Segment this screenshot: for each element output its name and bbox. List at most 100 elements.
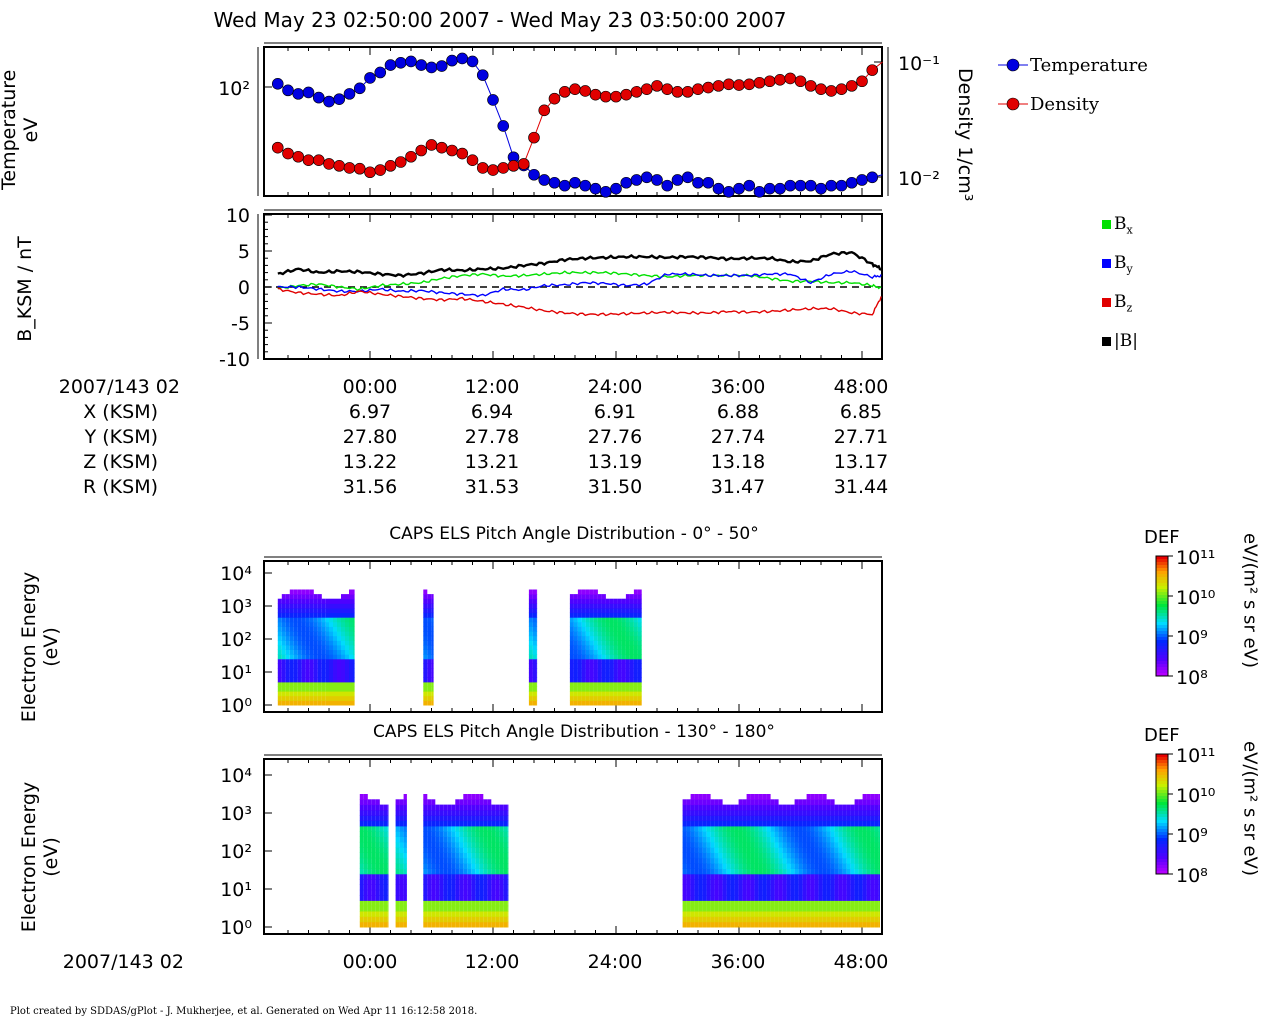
spectrogram-cell	[435, 857, 440, 864]
spectrogram-cell	[427, 677, 432, 683]
spectrogram-cell	[782, 815, 787, 822]
spectrogram-cell	[734, 841, 739, 848]
spectrogram-cell	[297, 658, 302, 664]
spectrogram-cell	[499, 852, 504, 859]
spectrogram-cell	[329, 635, 333, 641]
spectrogram-cell	[846, 857, 851, 864]
spectrogram-cell	[774, 911, 779, 917]
spectrogram-cell	[686, 900, 691, 907]
eph-tick-2: 24:00	[587, 376, 643, 398]
spectrogram-cell	[333, 658, 337, 664]
spectrogram-cell	[467, 868, 472, 875]
spectrogram-cell	[289, 608, 294, 614]
spectrogram-cell	[431, 603, 434, 609]
spectrogram-cell	[577, 617, 582, 623]
colorbar-swatch	[1156, 850, 1168, 854]
spectrogram-cell	[782, 921, 787, 928]
spectrogram-cell	[589, 654, 594, 660]
spectrogram-cell	[371, 836, 376, 843]
spectrogram-cell	[475, 921, 480, 928]
spectrogram-cell	[621, 700, 626, 706]
spectrogram-cell	[353, 617, 355, 623]
spectrogram-cell	[778, 900, 783, 907]
spectrogram-cell	[822, 841, 827, 848]
spectrogram-cell	[313, 598, 318, 604]
spectrogram-cell	[585, 700, 590, 706]
spectrogram-cell	[487, 815, 492, 822]
spectrogram-cell	[766, 863, 771, 869]
spectrogram-cell	[830, 900, 835, 907]
spectrogram-2-frame	[263, 560, 883, 713]
spectrogram-cell	[439, 847, 444, 853]
spectrogram-cell	[605, 691, 610, 697]
spectrogram-cell	[874, 852, 879, 859]
spectrogram-cell	[782, 836, 787, 843]
spectrogram-cell	[593, 603, 598, 609]
spectrogram-cell	[395, 863, 400, 869]
spectrogram-cell	[814, 921, 819, 928]
spectrogram-cell	[301, 691, 306, 697]
spectrogram-cell	[281, 681, 286, 687]
colorbar-swatch	[1156, 592, 1168, 596]
spectrogram-cell	[427, 905, 432, 912]
spectrogram-cell	[507, 884, 509, 891]
spectrogram-cell	[289, 658, 294, 664]
spectrogram-cell	[375, 810, 380, 816]
spectrogram-cell	[528, 644, 533, 650]
spectrogram-cell	[798, 831, 803, 837]
spectrogram-cell	[806, 815, 811, 822]
spectrogram-cell	[309, 621, 314, 627]
spectrogram-cell	[834, 900, 839, 907]
density-point	[323, 158, 335, 170]
spectrogram-cell	[870, 825, 875, 832]
spectrogram-cell	[794, 905, 799, 912]
spectrogram-cell	[854, 884, 859, 891]
spectrogram-cell	[878, 831, 880, 837]
spectrogram-cell	[625, 635, 630, 641]
spectrogram-cell	[305, 594, 310, 600]
density-point	[835, 83, 848, 96]
spectrogram-cell	[637, 603, 642, 609]
spectrogram-cell	[277, 691, 282, 697]
spectrogram-cell	[770, 852, 775, 859]
spectrogram-cell	[443, 900, 448, 907]
spectrogram-cell	[617, 691, 622, 697]
spectrogram-cell	[706, 836, 711, 843]
spectrogram-cell	[585, 668, 590, 674]
spectrogram-cell	[427, 681, 432, 687]
spectrogram-cell	[730, 831, 735, 837]
spectrogram-cell	[874, 863, 879, 869]
spectrogram-cell	[605, 598, 610, 604]
spectrogram-cell	[866, 916, 871, 923]
spectrogram-cell	[702, 873, 707, 880]
spectrogram-cell	[758, 911, 763, 917]
spectrogram-cell	[746, 857, 751, 864]
spectrogram-cell	[367, 873, 372, 880]
spectrogram-cell	[798, 879, 803, 885]
spectrogram-cell	[289, 691, 294, 697]
spectrogram-cell	[297, 663, 302, 669]
spectrogram-cell	[698, 841, 703, 848]
colorbar-swatch	[1156, 766, 1168, 770]
spectrogram-cell	[431, 621, 434, 627]
spectrogram-cell	[629, 635, 634, 641]
spectrogram-cell	[431, 672, 434, 678]
spectrogram-cell	[714, 815, 719, 822]
spectrogram-cell	[487, 916, 492, 923]
spectrogram-cell	[738, 873, 743, 880]
spectrogram-cell	[495, 895, 500, 901]
spectrogram-cell	[738, 857, 743, 864]
spectrogram-cell	[281, 695, 286, 701]
spectrogram-cell	[625, 631, 630, 637]
spectrogram-cell	[798, 863, 803, 869]
spectrogram-cell	[714, 820, 719, 827]
spectrogram-cell	[738, 895, 743, 901]
spectrogram-cell	[451, 841, 456, 848]
spectrogram-cell	[726, 863, 731, 869]
spectrogram-cell	[734, 847, 739, 853]
spectrogram-cell	[605, 663, 610, 669]
spectrogram-cell	[605, 644, 610, 650]
spectrogram-cell	[363, 868, 368, 875]
spectrogram-cell	[625, 594, 630, 600]
spectrogram-cell	[878, 895, 880, 901]
